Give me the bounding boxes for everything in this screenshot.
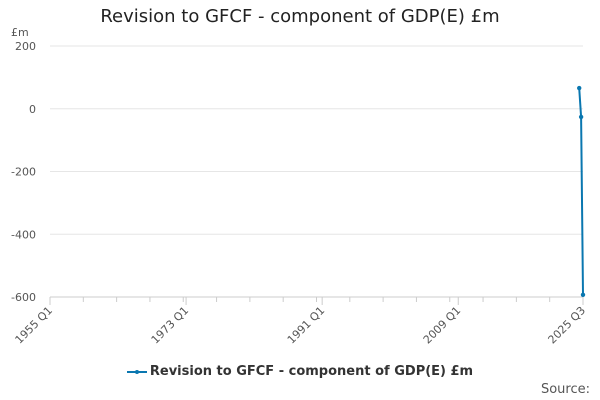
data-point — [577, 85, 582, 91]
data-point — [578, 114, 584, 120]
y-tick-label: 200 — [15, 40, 36, 53]
x-tick-label: 1991 Q1 — [285, 304, 328, 347]
chart-title: Revision to GFCF - component of GDP(E) £… — [100, 6, 500, 27]
y-tick-label: -600 — [11, 291, 36, 304]
y-axis-unit-label: £m — [11, 26, 29, 39]
source-label: Source: — [540, 382, 590, 397]
x-tick-label: 2025 Q3 — [546, 304, 589, 347]
y-tick-label: -200 — [11, 166, 36, 179]
x-tick-label: 1955 Q1 — [13, 304, 56, 347]
legend: Revision to GFCF - component of GDP(E) £… — [0, 364, 600, 379]
y-tick-label: 0 — [29, 103, 36, 116]
x-tick-label: 1973 Q1 — [149, 304, 192, 347]
y-tick-label: -400 — [11, 228, 36, 241]
data-point — [580, 292, 586, 298]
x-tick-label: 2009 Q1 — [421, 304, 464, 347]
legend-series-swatch — [126, 366, 147, 378]
legend-series-label: Revision to GFCF - component of GDP(E) £… — [149, 364, 474, 379]
